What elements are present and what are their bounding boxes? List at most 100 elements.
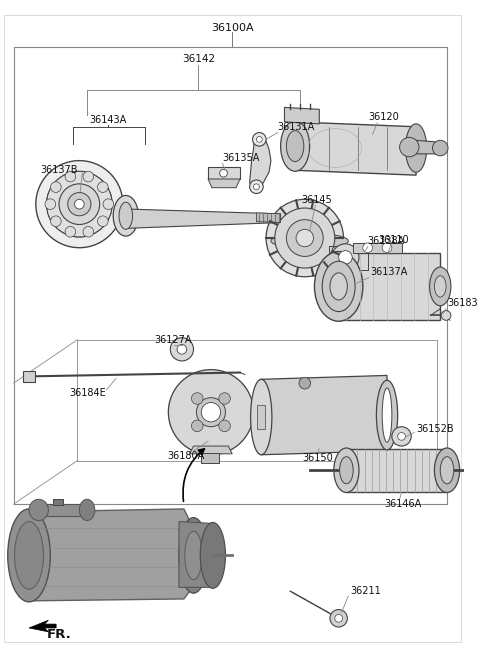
Text: 36183: 36183 bbox=[447, 298, 478, 308]
Text: 36184E: 36184E bbox=[70, 388, 107, 398]
Text: 36137B: 36137B bbox=[41, 166, 78, 175]
Circle shape bbox=[250, 180, 263, 194]
Circle shape bbox=[170, 338, 193, 361]
Circle shape bbox=[50, 182, 61, 193]
Circle shape bbox=[392, 426, 411, 446]
Circle shape bbox=[65, 227, 76, 237]
Text: 36120: 36120 bbox=[369, 112, 399, 122]
Circle shape bbox=[253, 184, 259, 190]
Ellipse shape bbox=[266, 199, 344, 277]
Polygon shape bbox=[256, 213, 281, 223]
Ellipse shape bbox=[113, 196, 138, 236]
Polygon shape bbox=[126, 209, 281, 229]
Ellipse shape bbox=[406, 124, 427, 172]
Text: 36127A: 36127A bbox=[155, 334, 192, 345]
Ellipse shape bbox=[281, 121, 310, 171]
Ellipse shape bbox=[339, 277, 358, 296]
Ellipse shape bbox=[200, 522, 226, 588]
Polygon shape bbox=[53, 499, 63, 505]
Text: 36145: 36145 bbox=[301, 195, 332, 205]
Ellipse shape bbox=[179, 518, 208, 593]
Ellipse shape bbox=[287, 219, 323, 256]
Ellipse shape bbox=[68, 193, 91, 215]
Polygon shape bbox=[261, 375, 387, 455]
Polygon shape bbox=[168, 370, 253, 455]
Ellipse shape bbox=[434, 448, 459, 493]
Circle shape bbox=[83, 227, 94, 237]
Ellipse shape bbox=[79, 499, 95, 520]
Polygon shape bbox=[257, 405, 265, 428]
Circle shape bbox=[50, 216, 61, 227]
Text: 36152B: 36152B bbox=[416, 424, 454, 434]
Circle shape bbox=[97, 182, 108, 193]
Ellipse shape bbox=[330, 273, 348, 300]
Circle shape bbox=[330, 610, 348, 627]
Polygon shape bbox=[208, 179, 240, 188]
Circle shape bbox=[382, 243, 392, 252]
Polygon shape bbox=[29, 620, 56, 632]
Circle shape bbox=[177, 344, 187, 354]
Ellipse shape bbox=[334, 448, 359, 493]
Circle shape bbox=[103, 199, 114, 210]
Polygon shape bbox=[250, 137, 271, 190]
Ellipse shape bbox=[432, 141, 448, 156]
Polygon shape bbox=[295, 122, 416, 175]
Circle shape bbox=[65, 171, 76, 182]
Polygon shape bbox=[353, 243, 402, 252]
Ellipse shape bbox=[251, 379, 272, 455]
Polygon shape bbox=[285, 107, 319, 124]
Circle shape bbox=[363, 243, 372, 252]
Text: FR.: FR. bbox=[47, 628, 71, 641]
Polygon shape bbox=[39, 504, 87, 516]
Ellipse shape bbox=[332, 244, 359, 271]
Polygon shape bbox=[201, 453, 219, 463]
Text: 36131A: 36131A bbox=[278, 122, 315, 132]
Circle shape bbox=[97, 216, 108, 227]
Circle shape bbox=[299, 377, 311, 389]
Circle shape bbox=[335, 614, 343, 622]
Polygon shape bbox=[208, 168, 240, 179]
Polygon shape bbox=[23, 371, 35, 382]
Ellipse shape bbox=[14, 522, 44, 589]
Text: 36100A: 36100A bbox=[211, 23, 253, 33]
Polygon shape bbox=[347, 449, 447, 491]
Text: 36211: 36211 bbox=[350, 586, 381, 596]
Circle shape bbox=[441, 311, 451, 320]
Ellipse shape bbox=[340, 457, 353, 484]
Circle shape bbox=[192, 420, 203, 432]
Ellipse shape bbox=[376, 380, 397, 450]
Text: 36110: 36110 bbox=[378, 235, 409, 245]
Text: 36135A: 36135A bbox=[223, 152, 260, 163]
Ellipse shape bbox=[440, 457, 454, 484]
Circle shape bbox=[219, 420, 230, 432]
Polygon shape bbox=[416, 141, 440, 154]
Polygon shape bbox=[190, 446, 232, 454]
Polygon shape bbox=[339, 252, 440, 320]
Ellipse shape bbox=[185, 532, 202, 579]
Ellipse shape bbox=[36, 160, 123, 248]
Circle shape bbox=[45, 199, 56, 210]
Circle shape bbox=[192, 393, 203, 404]
Circle shape bbox=[201, 403, 221, 422]
Circle shape bbox=[219, 393, 230, 404]
Ellipse shape bbox=[59, 184, 100, 225]
Ellipse shape bbox=[296, 229, 313, 247]
Ellipse shape bbox=[74, 199, 84, 209]
Circle shape bbox=[256, 137, 262, 143]
Ellipse shape bbox=[322, 261, 355, 311]
Text: 36142: 36142 bbox=[182, 54, 215, 64]
Text: 36137A: 36137A bbox=[371, 267, 408, 277]
Ellipse shape bbox=[47, 171, 112, 237]
Ellipse shape bbox=[314, 252, 363, 321]
Ellipse shape bbox=[271, 233, 348, 249]
Circle shape bbox=[220, 170, 228, 177]
Ellipse shape bbox=[287, 131, 304, 162]
Ellipse shape bbox=[344, 282, 353, 291]
Text: 36150: 36150 bbox=[302, 453, 333, 463]
Ellipse shape bbox=[196, 397, 226, 426]
Text: 36138A: 36138A bbox=[368, 236, 405, 246]
Polygon shape bbox=[179, 522, 213, 587]
Ellipse shape bbox=[382, 388, 392, 442]
Text: 36143A: 36143A bbox=[90, 115, 127, 125]
Ellipse shape bbox=[119, 202, 132, 229]
